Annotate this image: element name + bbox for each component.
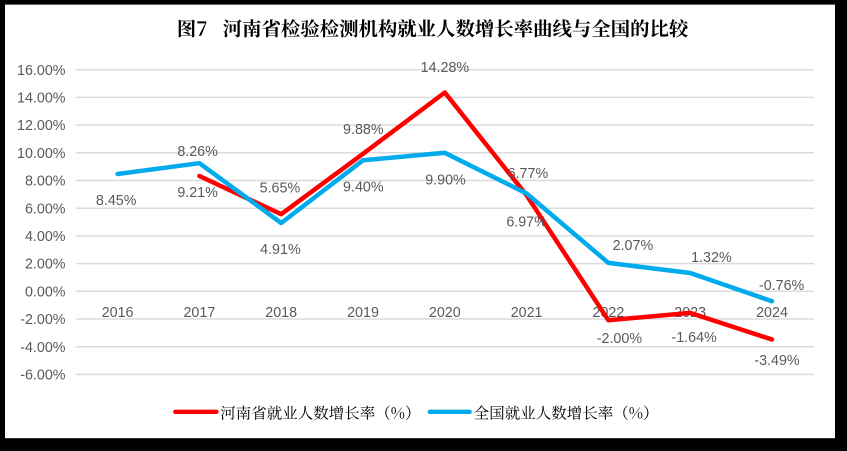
svg-text:9.90%: 9.90% <box>425 172 466 188</box>
svg-text:16.00%: 16.00% <box>17 63 66 79</box>
svg-text:-1.64%: -1.64% <box>671 330 717 346</box>
svg-text:2020: 2020 <box>429 305 461 321</box>
svg-text:2.07%: 2.07% <box>613 238 654 254</box>
svg-text:2021: 2021 <box>511 305 543 321</box>
svg-text:14.28%: 14.28% <box>421 60 470 76</box>
svg-text:6.77%: 6.77% <box>508 166 549 182</box>
svg-text:9.21%: 9.21% <box>177 185 218 201</box>
svg-text:9.40%: 9.40% <box>343 180 384 196</box>
svg-text:4.00%: 4.00% <box>25 229 66 245</box>
svg-text:14.00%: 14.00% <box>17 91 66 107</box>
svg-text:-0.76%: -0.76% <box>759 278 805 294</box>
svg-text:-3.49%: -3.49% <box>754 353 800 369</box>
svg-text:0.00%: 0.00% <box>25 284 66 300</box>
svg-text:2017: 2017 <box>183 305 215 321</box>
svg-text:10.00%: 10.00% <box>17 146 66 162</box>
svg-text:-2.00%: -2.00% <box>597 331 643 347</box>
svg-text:-6.00%: -6.00% <box>20 368 66 384</box>
svg-text:5.65%: 5.65% <box>260 181 301 197</box>
svg-text:6.00%: 6.00% <box>25 201 66 217</box>
svg-text:6.97%: 6.97% <box>506 215 547 231</box>
svg-text:2019: 2019 <box>347 305 379 321</box>
svg-text:2018: 2018 <box>265 305 297 321</box>
svg-text:4.91%: 4.91% <box>260 242 301 258</box>
svg-text:8.26%: 8.26% <box>177 144 218 160</box>
svg-text:2016: 2016 <box>102 305 134 321</box>
svg-text:8.45%: 8.45% <box>96 193 137 209</box>
svg-text:1.32%: 1.32% <box>691 250 732 266</box>
svg-text:12.00%: 12.00% <box>17 118 66 134</box>
svg-text:2024: 2024 <box>756 305 788 321</box>
svg-text:9.88%: 9.88% <box>343 122 384 138</box>
svg-text:8.00%: 8.00% <box>25 174 66 190</box>
svg-text:-4.00%: -4.00% <box>20 340 66 356</box>
svg-text:-2.00%: -2.00% <box>20 312 66 328</box>
svg-text:2.00%: 2.00% <box>25 257 66 273</box>
